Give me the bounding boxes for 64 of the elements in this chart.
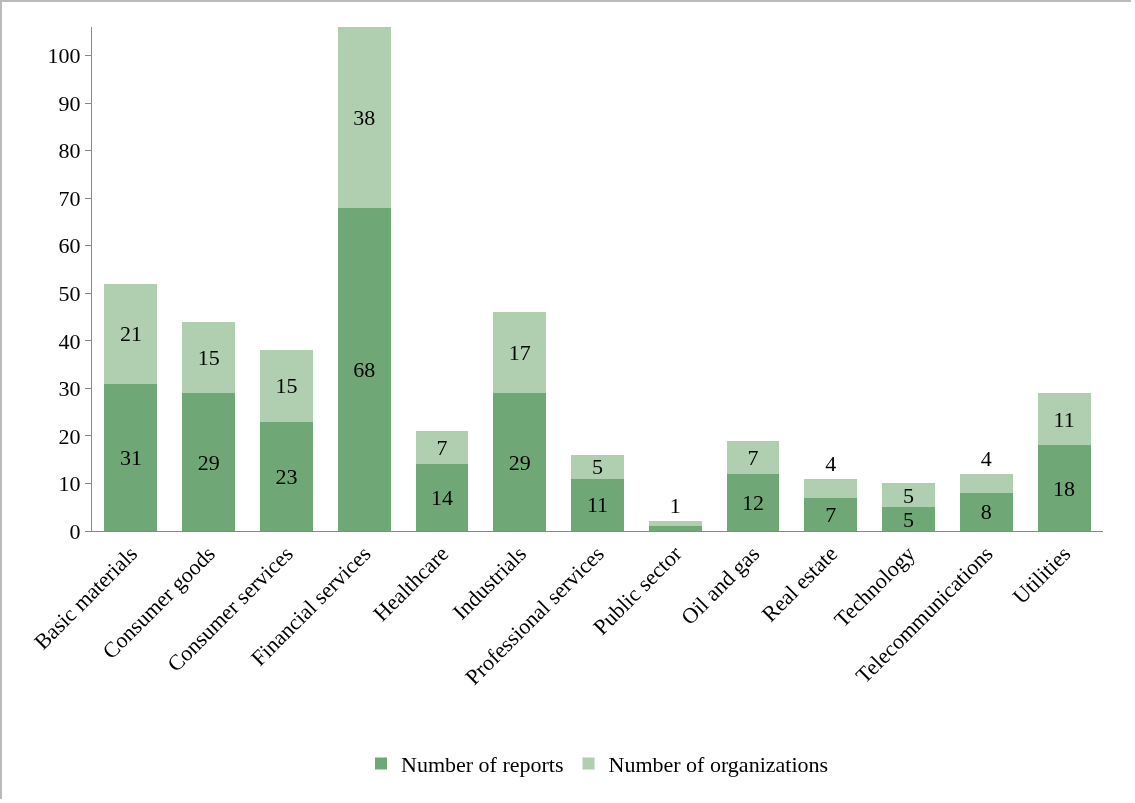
y-tick-label: 100 xyxy=(47,43,81,69)
y-tick-label: 50 xyxy=(58,280,81,306)
y-tick-label: 10 xyxy=(58,471,81,497)
legend-label: Number of organizations xyxy=(608,752,829,778)
bar xyxy=(726,473,780,531)
data-label: 5 xyxy=(903,482,915,508)
data-label: 21 xyxy=(119,321,142,347)
data-label: 18 xyxy=(1053,475,1076,501)
data-label: 68 xyxy=(353,356,376,382)
bar xyxy=(959,473,1013,493)
y-tick-label: 0 xyxy=(69,518,81,544)
y-tick-label: 30 xyxy=(58,376,81,402)
y-tick-label: 70 xyxy=(58,185,81,211)
bar xyxy=(571,454,624,479)
data-label: 17 xyxy=(508,340,531,366)
bar xyxy=(259,350,313,422)
data-label: 23 xyxy=(275,463,298,489)
data-label: 7 xyxy=(825,501,837,527)
data-label: 11 xyxy=(1053,406,1075,432)
data-label: 29 xyxy=(197,449,220,475)
y-tick-label: 20 xyxy=(58,423,81,449)
data-label: 31 xyxy=(119,444,142,470)
bar xyxy=(104,283,158,384)
y-tick-label: 60 xyxy=(58,233,81,259)
y-tick-label: 40 xyxy=(58,328,81,354)
data-label: 7 xyxy=(436,435,448,461)
bar xyxy=(571,478,624,531)
bar xyxy=(104,383,158,531)
bar xyxy=(493,393,547,531)
data-label: 15 xyxy=(197,344,220,370)
bar xyxy=(182,321,236,394)
bar xyxy=(959,492,1013,531)
bar xyxy=(1037,445,1091,531)
y-tick-label: 90 xyxy=(58,90,81,116)
y-tick-label: 80 xyxy=(58,138,81,164)
bar xyxy=(726,440,780,474)
data-label: 12 xyxy=(742,489,765,515)
bar xyxy=(415,464,469,531)
bar xyxy=(648,526,702,531)
data-label: 5 xyxy=(903,506,915,532)
data-label: 4 xyxy=(825,450,837,476)
data-label: 7 xyxy=(747,444,759,470)
data-label: 15 xyxy=(275,373,298,399)
bar xyxy=(804,497,858,531)
bar xyxy=(882,483,936,508)
bar xyxy=(648,521,702,527)
legend-label: Number of reports xyxy=(401,752,564,778)
bar xyxy=(182,393,236,531)
bar xyxy=(493,312,547,394)
data-label: 8 xyxy=(980,499,992,525)
bar xyxy=(804,478,858,498)
data-label: 14 xyxy=(430,485,453,511)
bar xyxy=(337,207,391,531)
data-label: 11 xyxy=(586,492,609,518)
bar xyxy=(1037,393,1091,446)
data-label: 4 xyxy=(980,445,992,471)
bar xyxy=(337,27,391,208)
data-label: 29 xyxy=(508,449,531,475)
data-label: 1 xyxy=(669,493,681,519)
bar xyxy=(882,507,936,531)
bar xyxy=(259,421,313,531)
bar xyxy=(415,431,469,465)
data-label: 38 xyxy=(353,104,376,130)
data-label: 5 xyxy=(592,454,603,480)
